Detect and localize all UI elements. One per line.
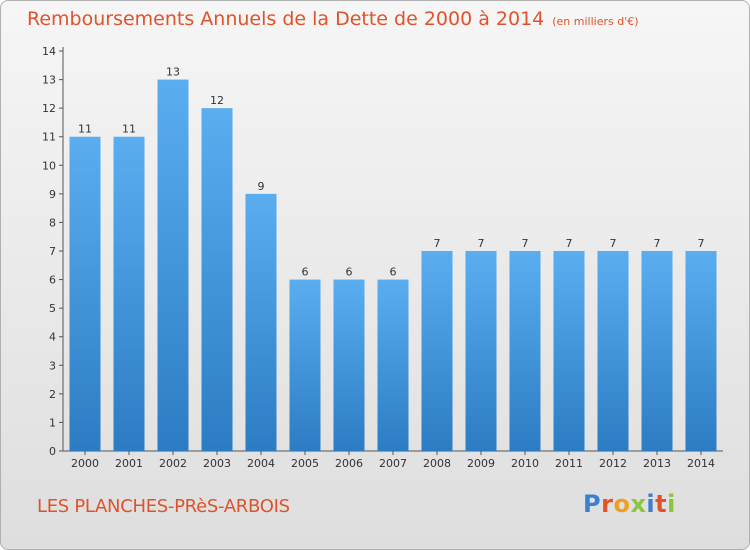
x-tick-label: 2004: [247, 457, 275, 470]
bar-value-label: 7: [654, 237, 661, 250]
bar: [113, 136, 145, 451]
y-tick-label: 1: [49, 416, 56, 429]
bar: [641, 251, 673, 451]
y-tick-label: 8: [49, 216, 56, 229]
y-tick-label: 10: [42, 159, 56, 172]
bar: [333, 279, 365, 451]
x-tick-label: 2006: [335, 457, 363, 470]
logo-letter: o: [613, 490, 631, 518]
chart-title: Remboursements Annuels de la Dette de 20…: [27, 8, 639, 30]
logo-letter: t: [655, 490, 668, 518]
y-tick-label: 12: [42, 102, 56, 115]
logo-letter: r: [601, 490, 614, 518]
bar: [465, 251, 497, 451]
bar-value-label: 6: [390, 266, 397, 279]
y-tick-label: 0: [49, 445, 56, 458]
chart-unit: (en milliers d'€): [552, 15, 639, 28]
bar: [553, 251, 585, 451]
y-tick-label: 2: [49, 388, 56, 401]
x-tick-label: 2005: [291, 457, 319, 470]
y-tick-label: 5: [49, 302, 56, 315]
commune-name: LES PLANCHES-PRèS-ARBOIS: [37, 496, 290, 517]
x-tick-label: 2014: [687, 457, 715, 470]
bar-value-label: 7: [434, 237, 441, 250]
logo-letter: x: [630, 490, 647, 518]
x-tick-label: 2000: [71, 457, 99, 470]
bar-value-label: 6: [346, 266, 353, 279]
bar: [245, 193, 277, 451]
bar: [421, 251, 453, 451]
y-tick-label: 14: [42, 45, 56, 58]
x-tick-label: 2001: [115, 457, 143, 470]
bar-value-label: 11: [122, 123, 136, 136]
bar-value-label: 13: [166, 66, 180, 79]
bar-value-label: 7: [522, 237, 529, 250]
y-tick-label: 7: [49, 245, 56, 258]
y-tick-label: 6: [49, 274, 56, 287]
bar: [69, 136, 101, 451]
x-tick-label: 2002: [159, 457, 187, 470]
bar: [157, 79, 189, 452]
x-tick-label: 2007: [379, 457, 407, 470]
x-tick-label: 2010: [511, 457, 539, 470]
chart-bars: [69, 79, 717, 452]
chart-labels: 11 2000 11 2001 13 2002 12 2003 9 2004 6 2005 6 2006 6…: [71, 66, 715, 470]
bar: [377, 279, 409, 451]
chart-title-text: Remboursements Annuels de la Dette de 20…: [27, 8, 545, 30]
bar: [289, 279, 321, 451]
bar-value-label: 7: [698, 237, 705, 250]
x-tick-label: 2009: [467, 457, 495, 470]
bar-value-label: 7: [610, 237, 617, 250]
y-tick-label: 13: [42, 74, 56, 87]
bar-value-label: 12: [210, 94, 224, 107]
bar: [597, 251, 629, 451]
bar: [685, 251, 717, 451]
x-tick-label: 2008: [423, 457, 451, 470]
bar-value-label: 7: [566, 237, 573, 250]
bar-value-label: 7: [478, 237, 485, 250]
proxiti-logo: Proxiti: [583, 490, 676, 518]
y-tick-label: 11: [42, 131, 56, 144]
y-tick-label: 4: [49, 331, 56, 344]
y-tick-label: 3: [49, 359, 56, 372]
x-tick-label: 2012: [599, 457, 627, 470]
bar-value-label: 9: [258, 180, 265, 193]
x-tick-label: 2011: [555, 457, 583, 470]
x-tick-label: 2003: [203, 457, 231, 470]
bar-value-label: 11: [78, 123, 92, 136]
logo-letter: i: [667, 490, 676, 518]
y-tick-label: 9: [49, 188, 56, 201]
logo-letter: P: [583, 490, 602, 518]
bar: [201, 108, 233, 452]
x-tick-label: 2013: [643, 457, 671, 470]
logo-letter: i: [646, 490, 656, 518]
bar: [509, 251, 541, 451]
bar-value-label: 6: [302, 266, 309, 279]
